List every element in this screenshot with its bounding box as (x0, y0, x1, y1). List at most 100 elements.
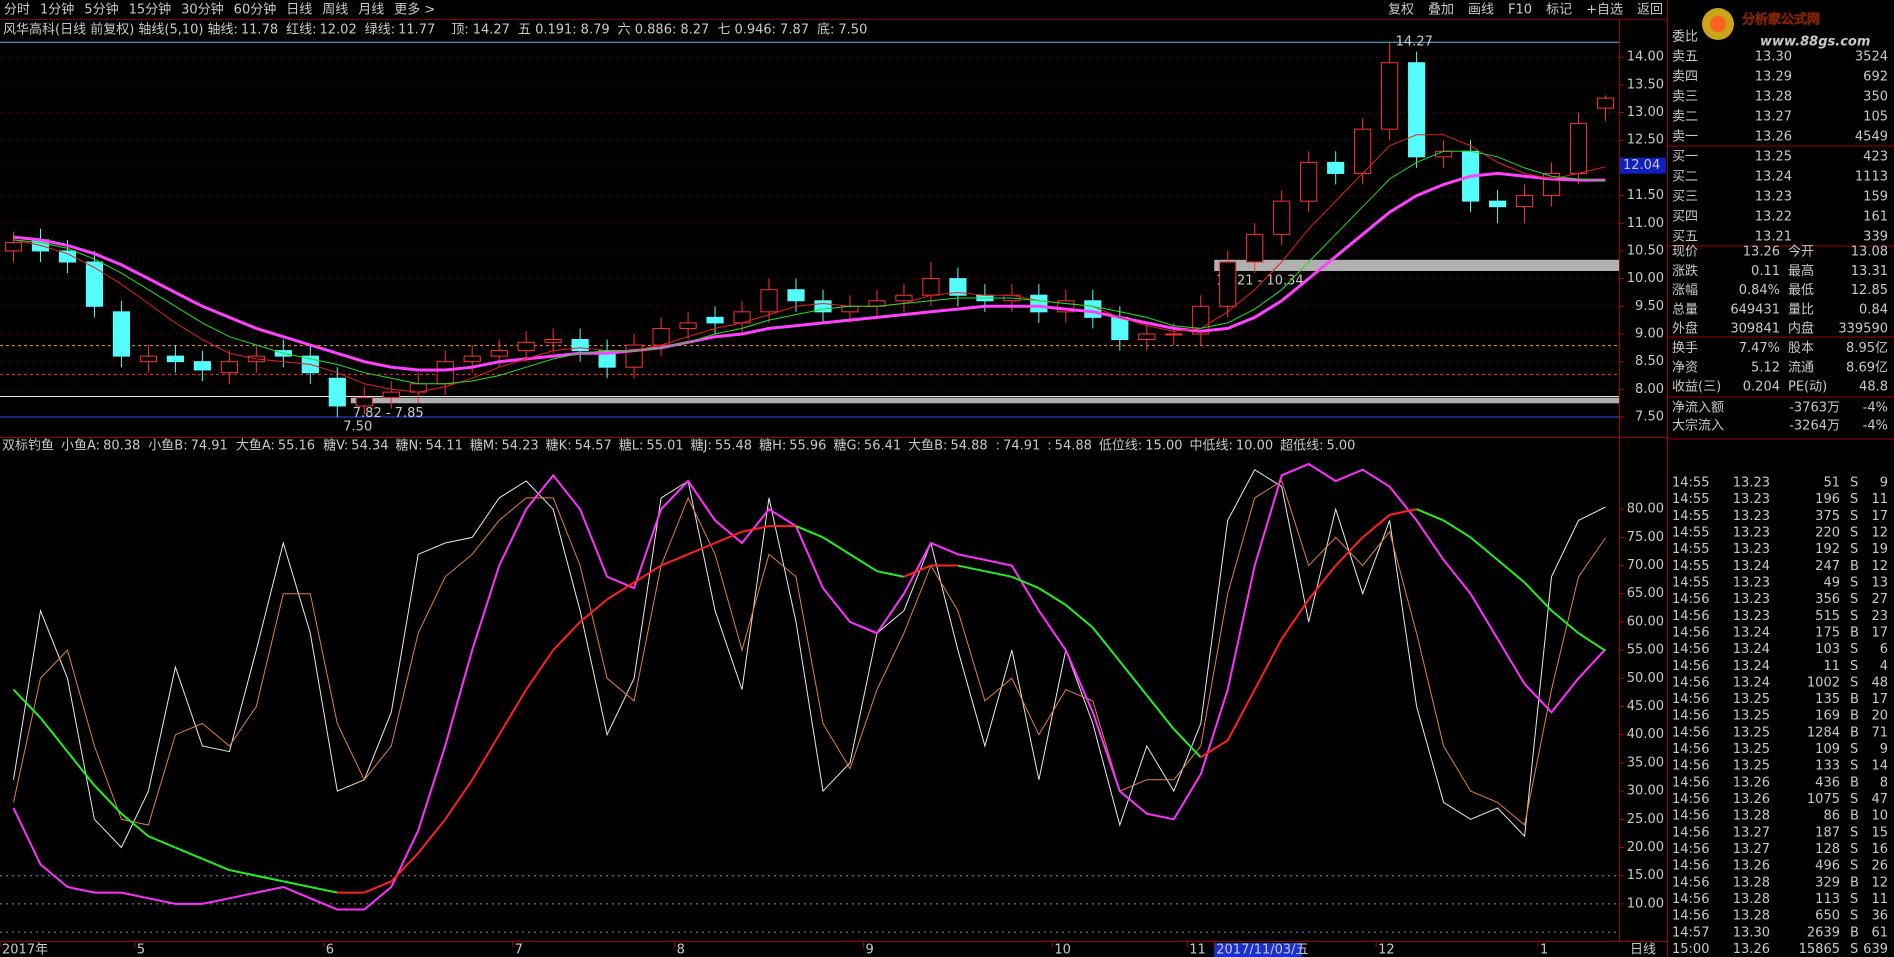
indicator-segment (310, 886, 338, 894)
legend-text: 14.27 (473, 23, 510, 38)
x-tick-label: 10 (1054, 943, 1071, 957)
logo-title: 分析家公式网 (1742, 12, 1820, 28)
trade-price: 13.24 (1733, 559, 1770, 574)
indicator-segment (283, 880, 311, 888)
indicator-segment (1092, 626, 1121, 663)
trade-time: 14:56 (1672, 742, 1709, 757)
quote-value: -3763万 (1789, 401, 1840, 416)
trade-count: 639 (1863, 942, 1888, 957)
quote-value: 339590 (1838, 322, 1888, 337)
y-tick-label: 35.00 (1627, 755, 1664, 770)
trade-side: S (1850, 825, 1858, 840)
legend-text: 5.00 (1327, 439, 1356, 454)
indicator-segment (984, 570, 1013, 578)
trade-volume: 15865 (1799, 942, 1840, 957)
trade-time: 14:55 (1672, 476, 1709, 491)
toolbar-action[interactable]: 复权 (1388, 2, 1414, 18)
period-tab[interactable]: 更多 > (394, 2, 435, 18)
legend-text: 7.50 (838, 23, 867, 38)
trade-price: 13.23 (1733, 542, 1770, 557)
trade-time: 14:56 (1672, 609, 1709, 624)
legend-text: 糖G: (833, 438, 860, 454)
y-tick-label: 7.50 (1635, 410, 1664, 425)
trade-volume: 113 (1815, 892, 1840, 907)
order-volume: 4549 (1855, 130, 1888, 145)
quote-value: 0.11 (1751, 264, 1780, 279)
trade-side: S (1850, 842, 1858, 857)
legend-text: 糖M: (470, 438, 499, 454)
trade-count: 23 (1871, 609, 1888, 624)
y-tick-label: 25.00 (1627, 812, 1664, 827)
quote-value: 7.47% (1739, 341, 1780, 356)
trade-volume: 1075 (1807, 792, 1840, 807)
trade-side: S (1850, 942, 1858, 957)
band-label: 7.82 - 7.85 (353, 406, 424, 421)
quote-label: 净资 (1672, 360, 1698, 375)
period-tab[interactable]: 日线 (286, 3, 312, 18)
trade-price: 13.28 (1733, 909, 1770, 924)
trade-count: 14 (1871, 759, 1888, 774)
legend-text: 风华高科(日线 前复权) 轴线(5,10) (3, 22, 204, 38)
y-tick-label: 80.00 (1627, 502, 1664, 517)
trade-side: S (1850, 909, 1858, 924)
trade-volume: 329 (1815, 875, 1840, 890)
period-tab[interactable]: 60分钟 (234, 2, 277, 18)
indicator-segment (633, 564, 662, 584)
y-tick-label: 12.50 (1627, 133, 1664, 148)
x-tick-label: 5 (137, 943, 145, 957)
legend-text: 轴线: (208, 23, 238, 38)
indicator-segment (201, 857, 230, 871)
legend-text: 小鱼B: (148, 438, 187, 454)
trade-time: 14:55 (1672, 575, 1709, 590)
legend-text: 大鱼A: (236, 438, 275, 454)
trade-time: 14:56 (1672, 892, 1709, 907)
candle-body (1569, 123, 1588, 174)
trade-count: 13 (1871, 575, 1888, 590)
toolbar-action[interactable]: 画线 (1468, 3, 1494, 18)
candle-body (112, 311, 131, 357)
quote-value: 309841 (1730, 322, 1780, 337)
trade-count: 4 (1880, 659, 1888, 674)
trade-price: 13.28 (1733, 892, 1770, 907)
period-tab[interactable]: 30分钟 (181, 2, 224, 18)
y-tick-label: 20.00 (1627, 840, 1664, 855)
candle-body (922, 278, 940, 296)
logo-icon (1710, 16, 1726, 32)
trade-count: 27 (1871, 592, 1888, 607)
y-tick-label: 40.00 (1627, 727, 1664, 742)
order-price: 13.29 (1755, 70, 1792, 85)
period-tab[interactable]: 周线 (322, 3, 348, 18)
quote-label: 净流入额 (1672, 401, 1724, 416)
period-tab[interactable]: 5分钟 (84, 2, 118, 18)
trade-volume: 515 (1815, 609, 1840, 624)
period-tab[interactable]: 月线 (358, 3, 384, 18)
indicator-segment (390, 852, 419, 883)
ma-line (13, 171, 1606, 372)
trade-volume: 436 (1815, 775, 1840, 790)
legend-text: 七 0.946: (717, 23, 776, 38)
toolbar-action[interactable]: +自选 (1586, 3, 1623, 18)
trade-volume: 135 (1815, 692, 1840, 707)
trade-volume: 375 (1815, 509, 1840, 524)
candle-body (1030, 294, 1048, 313)
toolbar-action[interactable]: 叠加 (1428, 3, 1454, 18)
indicator-segment (1307, 564, 1337, 601)
toolbar-action[interactable]: F10 (1508, 3, 1532, 18)
period-tab[interactable]: 1分钟 (40, 2, 74, 18)
period-tab[interactable]: 15分钟 (129, 2, 172, 18)
candle-body (85, 261, 104, 307)
toolbar-action[interactable]: 返回 (1637, 3, 1663, 18)
trade-time: 14:56 (1672, 725, 1709, 740)
candle-body (58, 250, 77, 263)
indicator-segment (39, 717, 69, 753)
legend-text: : (996, 439, 1000, 454)
indicator-segment (175, 846, 203, 860)
trade-count: 71 (1871, 725, 1888, 740)
period-tab[interactable]: 分时 (4, 3, 30, 18)
trade-price: 13.23 (1733, 492, 1770, 507)
trade-time: 14:56 (1672, 775, 1709, 790)
order-volume: 3524 (1855, 50, 1888, 65)
toolbar-action[interactable]: 标记 (1546, 3, 1572, 18)
indicator-segment (229, 869, 257, 877)
